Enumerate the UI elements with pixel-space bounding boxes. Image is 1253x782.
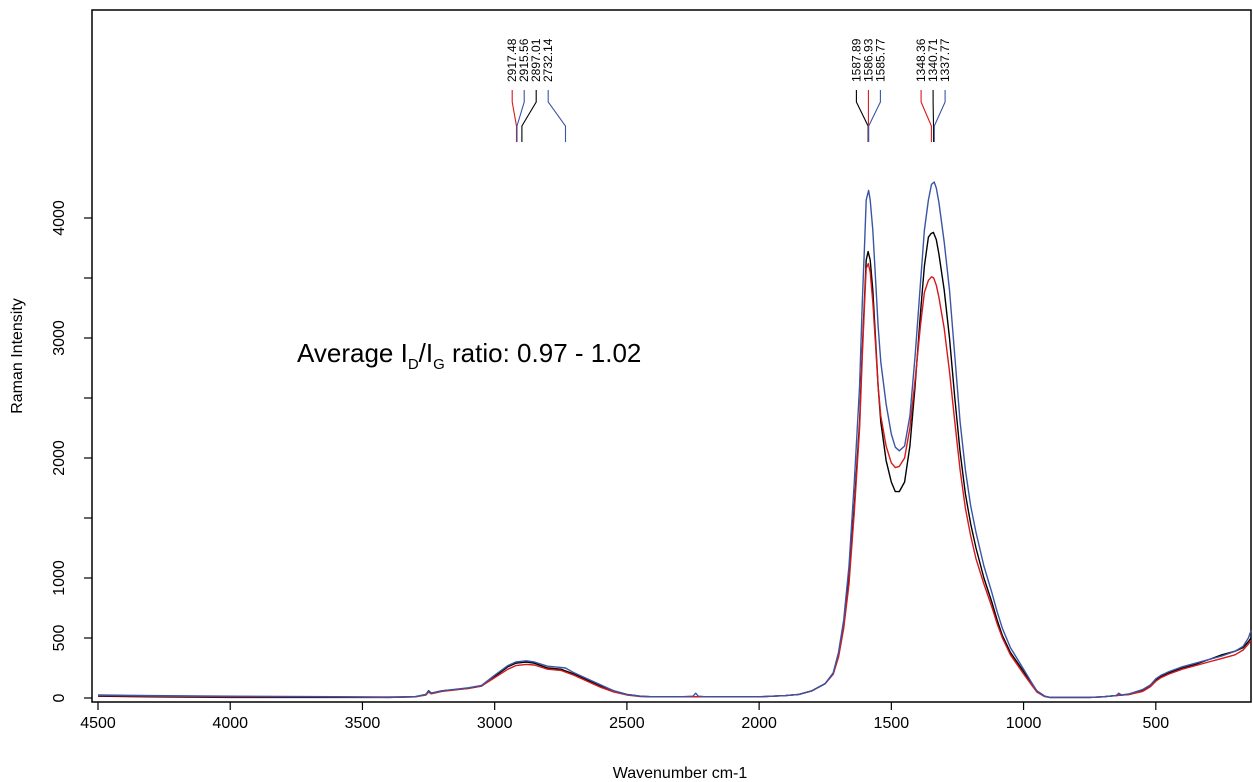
x-tick-label: 1000 bbox=[1006, 715, 1042, 732]
id-ig-ratio-annotation: Average ID/IG ratio: 0.97 - 1.02 bbox=[297, 338, 641, 373]
peak-label: 1337.77 bbox=[938, 38, 952, 82]
y-axis: 0 500 1000 2000 3000 4000 bbox=[51, 200, 92, 702]
x-tick-label: 2000 bbox=[741, 715, 777, 732]
peak-label: 1585.77 bbox=[873, 38, 887, 82]
x-tick-label: 4500 bbox=[80, 715, 116, 732]
annotation-sub-d: D bbox=[408, 356, 419, 373]
annotation-sub-g: G bbox=[433, 356, 445, 373]
y-tick-label: 2000 bbox=[51, 440, 68, 476]
x-tick-label: 4000 bbox=[212, 715, 248, 732]
spectrum-line-1 bbox=[97, 231, 1252, 699]
peak-leader-line bbox=[933, 90, 946, 142]
annotation-mid: /I bbox=[419, 338, 433, 368]
x-tick-label: 3500 bbox=[345, 715, 381, 732]
y-tick-label: 1000 bbox=[51, 560, 68, 596]
y-axis-title: Raman Intensity bbox=[9, 298, 26, 414]
peak-leader-line bbox=[511, 90, 518, 142]
peak-label: 2917.48 bbox=[505, 38, 519, 82]
series-layer bbox=[97, 181, 1252, 699]
spectrum-line-2 bbox=[97, 262, 1252, 699]
peak-label: 2732.14 bbox=[541, 38, 555, 82]
peak-label: 1586.93 bbox=[861, 38, 875, 82]
peak-leader-line bbox=[521, 90, 537, 142]
annotation-suffix: ratio: 0.97 - 1.02 bbox=[445, 338, 642, 368]
peak-label: 1587.89 bbox=[849, 38, 863, 82]
peak-label: 1348.36 bbox=[914, 38, 928, 82]
peak-leader-line bbox=[920, 90, 932, 142]
peak-label: 1340.71 bbox=[926, 38, 940, 82]
peak-label: 2915.56 bbox=[517, 38, 531, 82]
annotation-prefix: Average I bbox=[297, 338, 408, 368]
x-tick-label: 1500 bbox=[874, 715, 910, 732]
peak-leader-line bbox=[516, 90, 525, 142]
peak-label: 2897.01 bbox=[529, 38, 543, 82]
x-tick-label: 3000 bbox=[477, 715, 513, 732]
y-tick-label: 3000 bbox=[51, 320, 68, 356]
x-tick-label: 2500 bbox=[609, 715, 645, 732]
spectrum-line-3 bbox=[97, 181, 1252, 699]
peak-leader-line bbox=[868, 90, 881, 142]
y-tick-label: 0 bbox=[51, 693, 68, 702]
peak-leader-line bbox=[855, 90, 869, 142]
y-tick-label: 500 bbox=[51, 625, 68, 652]
x-axis-title: Wavenumber cm-1 bbox=[613, 765, 748, 782]
x-tick-label: 500 bbox=[1142, 715, 1169, 732]
y-tick-label: 4000 bbox=[51, 200, 68, 236]
plot-frame bbox=[91, 9, 1252, 703]
x-axis: 4500 4000 3500 3000 2500 2000 1500 1000 500 bbox=[80, 702, 1169, 732]
peak-leader-line bbox=[547, 90, 567, 142]
